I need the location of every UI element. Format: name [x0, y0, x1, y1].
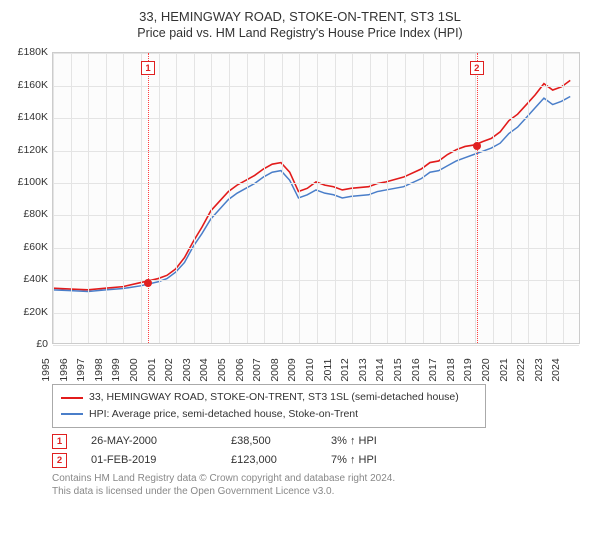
legend-label: 33, HEMINGWAY ROAD, STOKE-ON-TRENT, ST3 …: [89, 389, 459, 406]
title: 33, HEMINGWAY ROAD, STOKE-ON-TRENT, ST3 …: [12, 8, 588, 26]
x-tick-label: 2012: [339, 359, 351, 382]
chart-area: £0 £20K £40K £60K £80K £100K £120K £140K £160K £1…: [12, 46, 588, 376]
y-tick-label: £140K: [18, 111, 48, 123]
sale-marker-line: [477, 53, 478, 343]
x-axis: 1995199619971998199920002001200220032004…: [52, 346, 580, 376]
y-tick-label: £180K: [18, 46, 48, 58]
sale-marker-badge: 1: [141, 61, 155, 75]
x-tick-label: 2017: [427, 359, 439, 382]
footer-line: This data is licensed under the Open Gov…: [52, 485, 588, 498]
x-tick-label: 2015: [392, 359, 404, 382]
legend: 33, HEMINGWAY ROAD, STOKE-ON-TRENT, ST3 …: [52, 384, 486, 428]
x-tick-label: 2020: [480, 359, 492, 382]
attribution: Contains HM Land Registry data © Crown c…: [52, 472, 588, 498]
legend-item: 33, HEMINGWAY ROAD, STOKE-ON-TRENT, ST3 …: [61, 389, 477, 406]
sale-date: 01-FEB-2019: [91, 454, 231, 466]
legend-swatch: [61, 413, 83, 415]
x-tick-label: 2014: [374, 359, 386, 382]
sale-marker-dot: [473, 142, 481, 150]
y-tick-label: £80K: [23, 208, 48, 220]
sale-price: £123,000: [231, 454, 331, 466]
x-tick-label: 1995: [40, 359, 52, 382]
x-tick-label: 1998: [93, 359, 105, 382]
footer-line: Contains HM Land Registry data © Crown c…: [52, 472, 588, 485]
sale-row: 2 01-FEB-2019£123,0007% ↑ HPI: [52, 453, 588, 468]
x-tick-label: 2019: [462, 359, 474, 382]
x-tick-label: 2005: [216, 359, 228, 382]
x-tick-label: 1999: [110, 359, 122, 382]
x-tick-label: 2008: [269, 359, 281, 382]
y-tick-label: £100K: [18, 176, 48, 188]
x-tick-label: 2011: [322, 359, 334, 382]
sale-row: 1 26-MAY-2000£38,5003% ↑ HPI: [52, 434, 588, 449]
x-tick-label: 2002: [163, 359, 175, 382]
chart-card: 33, HEMINGWAY ROAD, STOKE-ON-TRENT, ST3 …: [0, 0, 600, 560]
legend-item: HPI: Average price, semi-detached house,…: [61, 406, 477, 423]
sale-marker-line: [148, 53, 149, 343]
x-tick-label: 2018: [445, 359, 457, 382]
y-tick-label: £20K: [23, 306, 48, 318]
x-tick-label: 2009: [286, 359, 298, 382]
x-tick-label: 2001: [146, 359, 158, 382]
y-tick-label: £0: [36, 338, 48, 350]
sale-events: 1 26-MAY-2000£38,5003% ↑ HPI 2 01-FEB-2019£…: [52, 434, 588, 468]
x-tick-label: 2013: [357, 359, 369, 382]
sale-vs-hpi: 3% ↑ HPI: [331, 435, 377, 447]
sale-vs-hpi: 7% ↑ HPI: [331, 454, 377, 466]
sale-index-badge: 2: [52, 453, 67, 468]
y-tick-label: £160K: [18, 79, 48, 91]
x-tick-label: 1997: [75, 359, 87, 382]
x-tick-label: 2022: [515, 359, 527, 382]
subtitle: Price paid vs. HM Land Registry's House …: [12, 26, 588, 40]
sale-index-badge: 1: [52, 434, 67, 449]
sale-marker-badge: 2: [470, 61, 484, 75]
x-tick-label: 2021: [498, 359, 510, 382]
legend-swatch: [61, 397, 83, 399]
x-tick-label: 2007: [251, 359, 263, 382]
sale-price: £38,500: [231, 435, 331, 447]
x-tick-label: 2000: [128, 359, 140, 382]
plot: 12: [52, 52, 580, 344]
x-tick-label: 2006: [234, 359, 246, 382]
x-tick-label: 2004: [198, 359, 210, 382]
x-tick-label: 2016: [410, 359, 422, 382]
sale-date: 26-MAY-2000: [91, 435, 231, 447]
line-series: [53, 53, 579, 343]
x-tick-label: 1996: [58, 359, 70, 382]
y-axis: £0 £20K £40K £60K £80K £100K £120K £140K £160K £1…: [12, 46, 50, 376]
legend-label: HPI: Average price, semi-detached house,…: [89, 406, 358, 423]
y-tick-label: £120K: [18, 144, 48, 156]
y-tick-label: £40K: [23, 273, 48, 285]
x-tick-label: 2024: [550, 359, 562, 382]
y-tick-label: £60K: [23, 241, 48, 253]
sale-marker-dot: [144, 279, 152, 287]
x-tick-label: 2023: [533, 359, 545, 382]
x-tick-label: 2010: [304, 359, 316, 382]
x-tick-label: 2003: [181, 359, 193, 382]
